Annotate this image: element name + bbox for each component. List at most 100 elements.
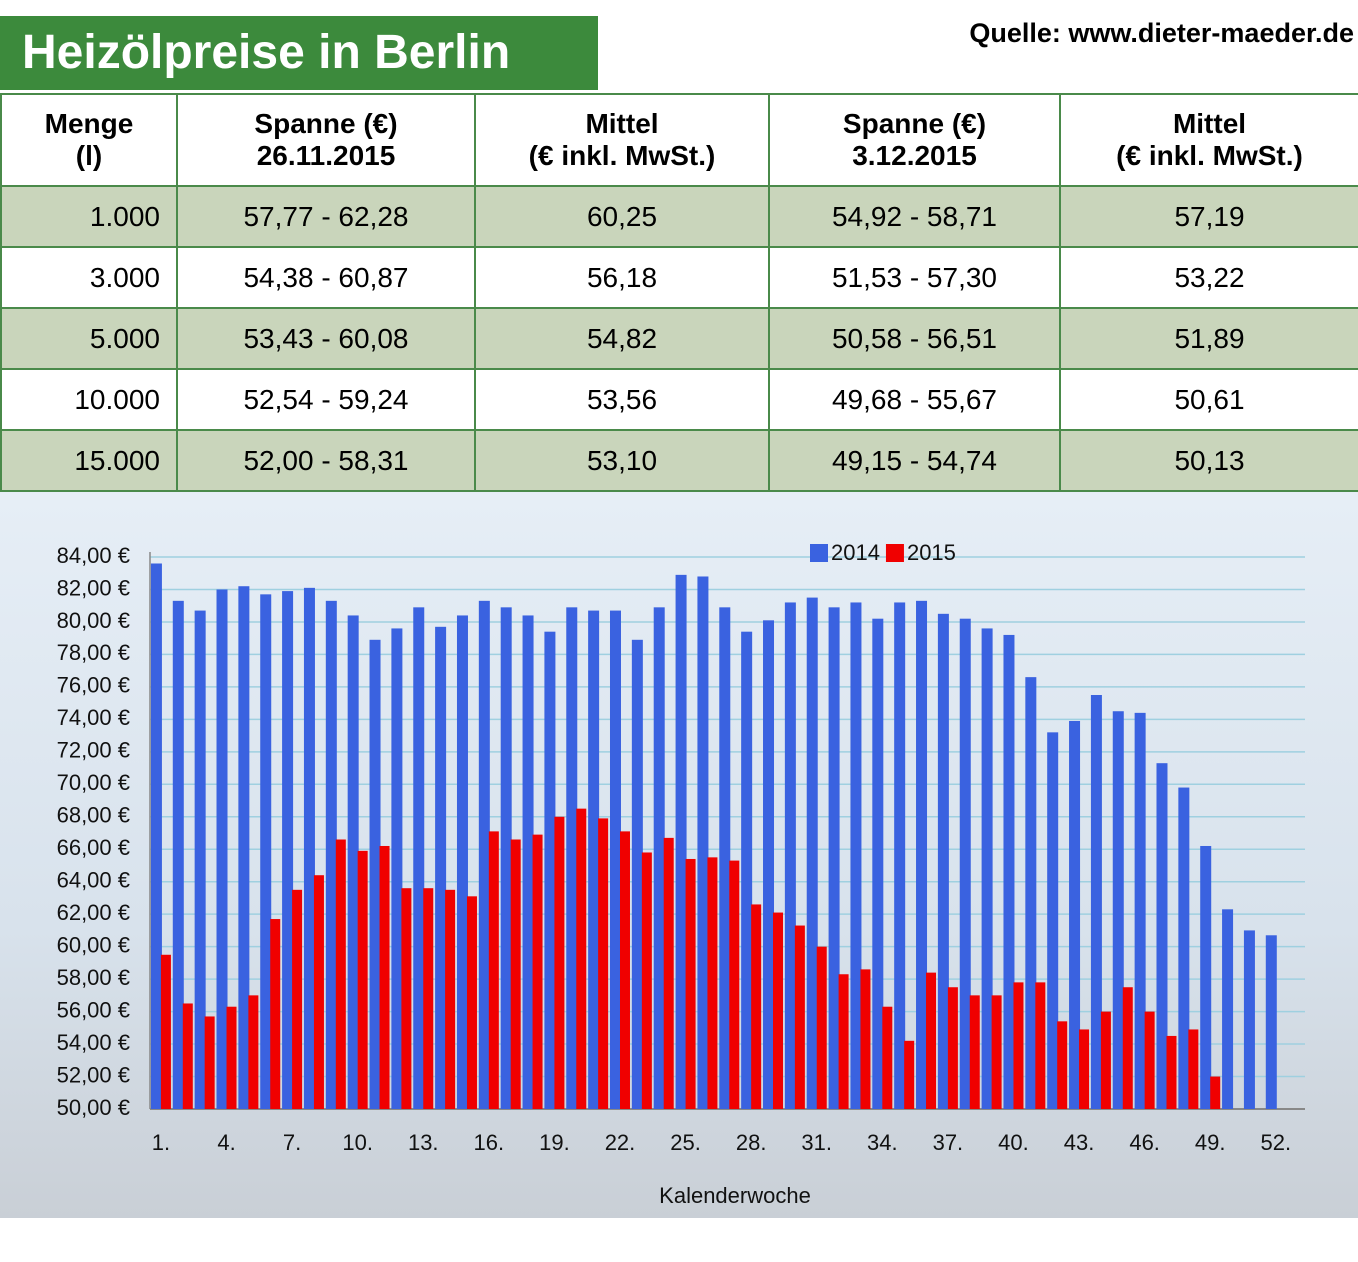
bar	[435, 626, 447, 1109]
bar	[357, 850, 368, 1109]
bar	[1144, 1011, 1155, 1109]
table-cell: 53,56	[474, 368, 770, 431]
x-tick-label: 52.	[1260, 1130, 1291, 1155]
bar	[838, 974, 849, 1109]
bar	[1090, 695, 1102, 1109]
bar	[445, 889, 456, 1109]
bar	[1079, 1029, 1090, 1109]
table-row: 3.000 54,38 - 60,87 56,18 51,53 - 57,30 53,2…	[0, 246, 1358, 309]
bar	[991, 995, 1002, 1109]
header-cell: Spanne (€) 26.11.2015	[176, 93, 476, 187]
bar	[292, 889, 303, 1109]
bar	[641, 852, 652, 1109]
x-tick-label: 46.	[1129, 1130, 1160, 1155]
bar	[379, 845, 390, 1109]
y-tick-label: 60,00 €	[57, 932, 130, 957]
table-cell: 57,19	[1059, 185, 1358, 248]
bar	[466, 896, 477, 1109]
bar	[806, 597, 818, 1109]
y-tick-label: 76,00 €	[57, 673, 130, 698]
bar	[969, 995, 980, 1109]
table-cell: 53,10	[474, 429, 770, 492]
bar	[959, 618, 971, 1109]
bar	[631, 639, 643, 1109]
y-tick-label: 64,00 €	[57, 868, 130, 893]
table-cell: 49,15 - 54,74	[768, 429, 1061, 492]
bar	[1122, 987, 1133, 1109]
bar	[981, 628, 993, 1109]
bar	[413, 607, 425, 1109]
x-tick-label: 34.	[867, 1130, 898, 1155]
bar	[216, 589, 228, 1109]
bar	[478, 600, 490, 1109]
bar	[675, 574, 687, 1109]
x-tick-label: 40.	[998, 1130, 1029, 1155]
bar	[456, 615, 468, 1109]
header-line: Mittel	[585, 108, 659, 139]
bar	[1003, 634, 1015, 1109]
x-tick-label: 7.	[283, 1130, 301, 1155]
bar	[238, 586, 250, 1109]
table-cell: 50,61	[1059, 368, 1358, 431]
bar	[566, 607, 578, 1109]
y-tick-label: 66,00 €	[57, 835, 130, 860]
table-cell: 52,00 - 58,31	[176, 429, 476, 492]
header-cell: Menge (l)	[0, 93, 178, 187]
bar	[500, 607, 512, 1109]
bar	[369, 639, 381, 1109]
bar	[663, 837, 674, 1109]
x-tick-label: 25.	[670, 1130, 701, 1155]
y-tick-label: 54,00 €	[57, 1030, 130, 1055]
table-cell: 53,43 - 60,08	[176, 307, 476, 370]
bar	[204, 1016, 215, 1109]
x-tick-label: 19.	[539, 1130, 570, 1155]
x-tick-label: 13.	[408, 1130, 439, 1155]
bar	[926, 972, 937, 1109]
y-tick-label: 62,00 €	[57, 900, 130, 925]
y-tick-label: 82,00 €	[57, 575, 130, 600]
bar	[860, 969, 871, 1109]
bar	[904, 1040, 915, 1109]
bar	[916, 600, 928, 1109]
x-tick-label: 16.	[474, 1130, 505, 1155]
table-cell: 1.000	[0, 185, 178, 248]
bar	[270, 919, 281, 1109]
bar	[347, 615, 359, 1109]
table-cell: 51,53 - 57,30	[768, 246, 1061, 309]
bar	[850, 602, 862, 1109]
x-tick-label: 10.	[342, 1130, 373, 1155]
x-tick-label: 1.	[152, 1130, 170, 1155]
bar	[282, 591, 294, 1109]
table-row: 15.000 52,00 - 58,31 53,10 49,15 - 54,74 50,…	[0, 429, 1358, 492]
header-line: (€ inkl. MwSt.)	[528, 140, 716, 171]
bar	[226, 1006, 237, 1109]
bar	[619, 831, 630, 1109]
bar	[150, 563, 162, 1109]
x-tick-label: 4.	[217, 1130, 235, 1155]
bar	[391, 628, 403, 1109]
x-tick-label: 31.	[801, 1130, 832, 1155]
bar	[1134, 712, 1146, 1109]
bar	[532, 834, 543, 1109]
table-row: 10.000 52,54 - 59,24 53,56 49,68 - 55,67 50,…	[0, 368, 1358, 431]
bar	[172, 600, 184, 1109]
table-cell: 54,38 - 60,87	[176, 246, 476, 309]
source: Quelle: www.dieter-maeder.de	[969, 18, 1354, 48]
legend-swatch	[885, 544, 904, 562]
bar	[1112, 711, 1124, 1109]
bar	[1178, 787, 1190, 1109]
bar	[828, 607, 840, 1109]
header-cell: Spanne (€) 3.12.2015	[768, 93, 1061, 187]
bar	[1200, 845, 1212, 1109]
bar	[182, 1003, 193, 1109]
bar	[325, 600, 337, 1109]
bar	[510, 839, 521, 1109]
table-cell: 54,92 - 58,71	[768, 185, 1061, 248]
price-table: Menge (l) Spanne (€) 26.11.2015 Mittel (€ ink…	[0, 93, 1358, 492]
table-cell: 53,22	[1059, 246, 1358, 309]
bar	[1243, 930, 1255, 1109]
bar	[313, 875, 324, 1109]
y-tick-label: 70,00 €	[57, 770, 130, 795]
x-tick-label: 37.	[933, 1130, 964, 1155]
table-cell: 50,58 - 56,51	[768, 307, 1061, 370]
